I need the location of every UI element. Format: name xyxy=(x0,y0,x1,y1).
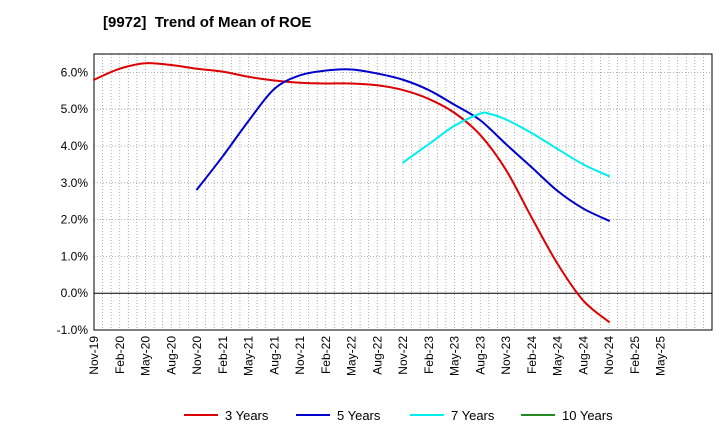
y-tick-label: 4.0% xyxy=(61,139,89,153)
y-tick-label: 6.0% xyxy=(61,65,89,79)
legend: 3 Years 5 Years 7 Years 10 Years xyxy=(184,408,613,423)
y-tick-label: 5.0% xyxy=(61,102,89,116)
x-tick-label: May-20 xyxy=(139,336,153,376)
x-tick-label: Feb-25 xyxy=(628,336,642,374)
x-tick-label: Feb-23 xyxy=(422,336,436,374)
x-tick-label: Nov-23 xyxy=(499,336,513,375)
x-tick-label: Nov-24 xyxy=(602,336,616,375)
series-line-5-years xyxy=(196,68,610,222)
x-tick-label: Nov-20 xyxy=(190,336,204,375)
x-tick-label: Feb-20 xyxy=(113,336,127,374)
y-tick-label: 0.0% xyxy=(61,286,89,300)
x-tick-label: Feb-22 xyxy=(319,336,333,374)
x-tick-label: May-21 xyxy=(242,336,256,376)
x-tick-label: May-23 xyxy=(448,336,462,376)
chart-title: [9972] Trend of Mean of ROE xyxy=(103,14,312,31)
x-tick-label: Nov-21 xyxy=(293,336,307,375)
x-tick-label: Feb-21 xyxy=(216,336,230,374)
legend-label: 3 Years xyxy=(225,408,269,423)
x-tick-label: Aug-22 xyxy=(370,336,384,375)
y-tick-label: -1.0% xyxy=(57,323,89,337)
x-tick-label: Nov-22 xyxy=(396,336,410,375)
x-tick-label: Feb-24 xyxy=(525,336,539,374)
x-tick-label: Aug-24 xyxy=(576,336,590,375)
legend-label: 10 Years xyxy=(562,408,613,423)
grid-lines xyxy=(93,54,713,331)
x-tick-label: May-24 xyxy=(551,336,565,376)
legend-label: 5 Years xyxy=(337,408,381,423)
y-tick-label: 1.0% xyxy=(61,249,89,263)
series-line-3-years xyxy=(93,62,610,323)
x-tick-label: Aug-21 xyxy=(267,336,281,375)
series-line-7-years xyxy=(402,111,610,178)
x-tick-label: Aug-23 xyxy=(473,336,487,375)
plot-frame xyxy=(93,53,713,331)
legend-label: 7 Years xyxy=(451,408,495,423)
axes: -1.0% 0.0% 1.0% 2.0% 3.0% 4.0% 5.0% 6.0% Nov-19 F… xyxy=(57,53,713,376)
x-tick-label: May-22 xyxy=(345,336,359,376)
y-tick-label: 3.0% xyxy=(61,176,89,190)
series-lines xyxy=(93,62,610,323)
x-tick-label: Aug-20 xyxy=(164,336,178,375)
x-tick-label: Nov-19 xyxy=(87,336,101,375)
y-tick-label: 2.0% xyxy=(61,213,89,227)
x-tick-label: May-25 xyxy=(654,336,668,376)
